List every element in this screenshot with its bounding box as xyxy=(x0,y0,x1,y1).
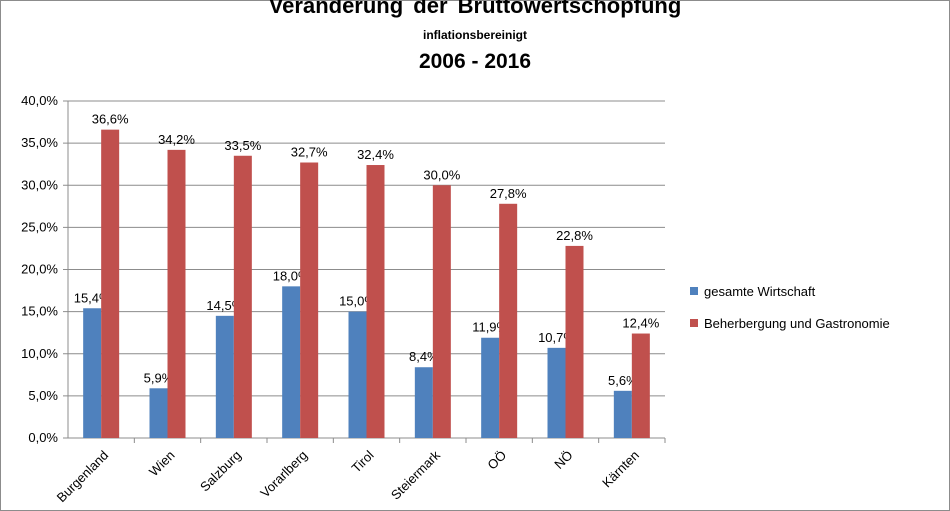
data-label: 5,9% xyxy=(144,370,174,385)
bar xyxy=(613,390,632,438)
y-tick-label: 20,0% xyxy=(21,262,58,277)
data-label: 32,4% xyxy=(357,147,394,162)
bar xyxy=(366,165,385,438)
y-tick-label: 35,0% xyxy=(21,135,58,150)
bar xyxy=(348,311,367,438)
data-label: 27,8% xyxy=(490,186,527,201)
bar xyxy=(631,333,650,438)
chart-title: Veränderung der Bruttowertschöpfung xyxy=(268,0,682,18)
bar xyxy=(101,129,120,438)
bar xyxy=(499,203,518,438)
x-tick-label: Kärnten xyxy=(599,448,642,491)
data-label: 12,4% xyxy=(622,316,659,331)
bar xyxy=(167,149,186,439)
data-label: 34,2% xyxy=(158,132,195,147)
legend-item-gesamte-wirtschaft: gesamte Wirtschaft xyxy=(690,282,890,300)
y-tick-label: 40,0% xyxy=(21,93,58,108)
legend-item-beherbergung-gastronomie: Beherbergung und Gastronomie xyxy=(690,314,890,332)
bar xyxy=(547,347,566,438)
y-tick-label: 30,0% xyxy=(21,177,58,192)
bar xyxy=(565,245,584,438)
x-tick-label: NÖ xyxy=(551,448,575,472)
bar xyxy=(481,337,500,438)
legend-label-beherbergung-gastronomie: Beherbergung und Gastronomie xyxy=(704,315,890,331)
legend: gesamte Wirtschaft Beherbergung und Gast… xyxy=(690,282,890,346)
x-tick-label: Burgenland xyxy=(54,448,112,506)
data-label: 36,6% xyxy=(92,112,129,127)
x-tick-label: Steiermark xyxy=(388,447,443,502)
bar xyxy=(282,286,301,438)
x-tick-label: Tirol xyxy=(348,447,376,475)
y-tick-label: 15,0% xyxy=(21,304,58,319)
y-tick-label: 10,0% xyxy=(21,346,58,361)
legend-swatch-beherbergung-gastronomie xyxy=(690,319,698,327)
chart-subtitle: inflationsbereinigt xyxy=(422,28,527,42)
x-tick-label: Vorarlberg xyxy=(257,448,310,501)
data-label: 8,4% xyxy=(409,349,439,364)
x-tick-label: Wien xyxy=(146,448,178,480)
bar xyxy=(149,388,168,438)
y-tick-label: 0,0% xyxy=(28,430,58,445)
data-label: 33,5% xyxy=(224,138,261,153)
y-tick-label: 5,0% xyxy=(28,388,58,403)
y-tick-label: 25,0% xyxy=(21,219,58,234)
legend-swatch-gesamte-wirtschaft xyxy=(690,287,698,295)
data-label: 5,6% xyxy=(608,373,638,388)
data-label: 22,8% xyxy=(556,228,593,243)
bar xyxy=(215,315,234,438)
chart-period: 2006 - 2016 xyxy=(418,50,532,73)
data-label: 32,7% xyxy=(291,145,328,160)
x-tick-label: OÖ xyxy=(484,448,509,473)
bar xyxy=(83,308,102,438)
bar xyxy=(432,185,451,438)
bar xyxy=(300,162,319,438)
x-tick-label: Salzburg xyxy=(197,448,244,495)
data-label: 30,0% xyxy=(423,167,460,182)
bar xyxy=(233,155,252,438)
bar xyxy=(414,367,433,438)
legend-label-gesamte-wirtschaft: gesamte Wirtschaft xyxy=(704,283,816,299)
